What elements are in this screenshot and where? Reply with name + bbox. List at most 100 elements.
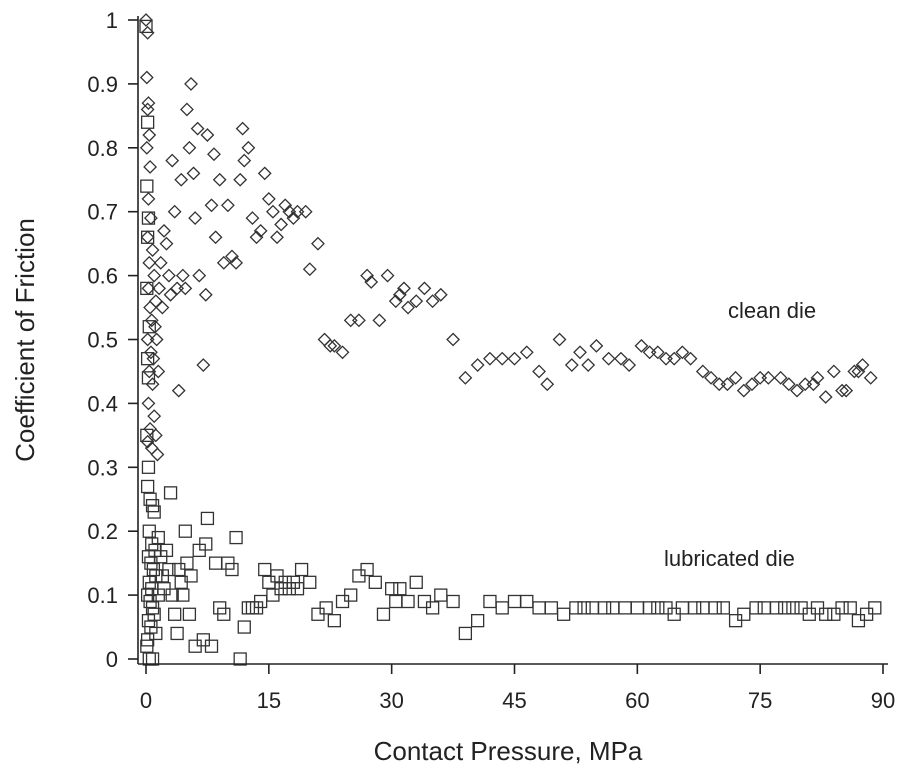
lubricated-die-point xyxy=(258,562,272,577)
lubricated-die-point xyxy=(483,594,497,609)
clean-die-point xyxy=(863,370,878,385)
clean-die-point xyxy=(170,281,185,296)
clean-die-point xyxy=(392,287,407,302)
lubricated-die-point xyxy=(176,588,190,602)
clean-die-point xyxy=(192,268,207,283)
clean-die-point xyxy=(148,294,163,309)
clean-die-point xyxy=(806,377,821,392)
clean-die-point xyxy=(417,281,432,296)
clean-die-point xyxy=(835,383,849,398)
clean-die-point xyxy=(433,287,448,302)
clean-die-point xyxy=(311,236,325,251)
clean-die-point xyxy=(241,140,256,155)
lubricated-die-point xyxy=(569,601,583,615)
clean-die-point xyxy=(470,358,485,372)
lubricated-die-point xyxy=(651,601,665,615)
lubricated-die-point xyxy=(145,652,160,666)
lubricated-die-point xyxy=(868,601,882,615)
y-tick-label: 0.5 xyxy=(87,328,118,353)
clean-die-point xyxy=(233,172,248,187)
x-tick-label: 45 xyxy=(502,688,526,713)
lubricated-die-point xyxy=(180,556,194,570)
clean-die-point xyxy=(148,428,163,443)
clean-die-point xyxy=(564,358,579,372)
lubricated-die-point xyxy=(147,505,161,519)
clean-die-point xyxy=(667,351,682,366)
clean-die-point xyxy=(397,281,411,296)
clean-die-point xyxy=(540,377,555,392)
clean-die-point xyxy=(188,211,203,226)
lubricated-die-point xyxy=(141,371,156,385)
clean-die-point xyxy=(237,153,252,168)
lubricated-die-point xyxy=(749,601,763,615)
lubricated-die-point xyxy=(170,626,184,641)
lubricated-die-point xyxy=(642,601,657,615)
clean-die-point xyxy=(266,204,280,219)
clean-die-point xyxy=(695,364,710,379)
clean-die-point xyxy=(683,351,698,366)
lubricated-die-point xyxy=(140,479,155,494)
clean-die-point xyxy=(245,211,260,226)
lubricated-die-point xyxy=(204,639,219,653)
y-tick-label: 0.3 xyxy=(87,455,118,480)
lubricated-die-point xyxy=(425,601,440,615)
clean-die-point xyxy=(140,332,155,347)
lubricated-die-point xyxy=(618,601,632,615)
clean-die-point xyxy=(163,287,178,302)
y-axis-label: Coefficient of Friction xyxy=(10,218,40,462)
clean-die-point xyxy=(278,198,293,213)
x-tick-label: 90 xyxy=(871,688,895,713)
clean-die-point xyxy=(601,351,616,366)
clean-die-point xyxy=(257,166,272,181)
clean-die-point xyxy=(323,338,338,353)
clean-die-point xyxy=(388,294,403,309)
lubricated-die-point xyxy=(241,601,256,615)
clean-die-point xyxy=(171,383,186,398)
lubricated-die-point xyxy=(630,601,644,615)
clean-die-point xyxy=(650,345,665,360)
lubricated-die-point xyxy=(446,594,460,609)
clean-die-point xyxy=(147,409,162,424)
clean-die-point xyxy=(145,377,160,392)
clean-die-point xyxy=(790,383,804,398)
lubricated-die-point xyxy=(409,575,423,589)
clean-die-point xyxy=(140,102,155,117)
clean-die-point xyxy=(302,262,317,277)
lubricated-die-point xyxy=(696,601,710,615)
annotation-clean-die: clean die xyxy=(728,298,816,323)
clean-die-point xyxy=(162,268,176,283)
clean-die-point xyxy=(810,370,825,385)
lubricated-die-point xyxy=(217,607,231,621)
y-tick-label: 0.7 xyxy=(87,200,118,225)
clean-die-point xyxy=(159,236,174,251)
lubricated-die-point xyxy=(470,614,485,628)
annotation-lubricated-die: lubricated die xyxy=(664,546,795,571)
clean-die-point xyxy=(327,338,342,353)
clean-die-point xyxy=(589,338,604,353)
clean-die-point xyxy=(196,358,211,372)
clean-die-point xyxy=(143,211,158,226)
clean-die-point xyxy=(847,364,862,379)
clean-die-point xyxy=(186,166,201,181)
clean-die-point xyxy=(220,198,235,213)
clean-die-point xyxy=(720,377,735,392)
lubricated-die-point xyxy=(458,626,473,641)
x-tick-label: 15 xyxy=(257,688,281,713)
clean-die-point xyxy=(425,294,440,309)
clean-die-point xyxy=(178,281,193,296)
lubricated-die-point xyxy=(495,601,509,615)
clean-die-point xyxy=(818,390,833,404)
clean-die-point xyxy=(614,351,628,366)
clean-die-point xyxy=(495,351,510,366)
x-tick-label: 75 xyxy=(748,688,772,713)
lubricated-die-point xyxy=(208,556,223,570)
clean-die-point xyxy=(351,313,366,328)
clean-die-point xyxy=(286,211,301,226)
lubricated-die-point xyxy=(233,652,247,666)
clean-die-point xyxy=(855,358,870,372)
clean-die-point xyxy=(235,121,250,136)
lubricated-die-point xyxy=(577,601,591,615)
clean-die-point xyxy=(409,294,424,309)
lubricated-die-point xyxy=(151,530,165,545)
clean-die-point xyxy=(761,370,776,385)
